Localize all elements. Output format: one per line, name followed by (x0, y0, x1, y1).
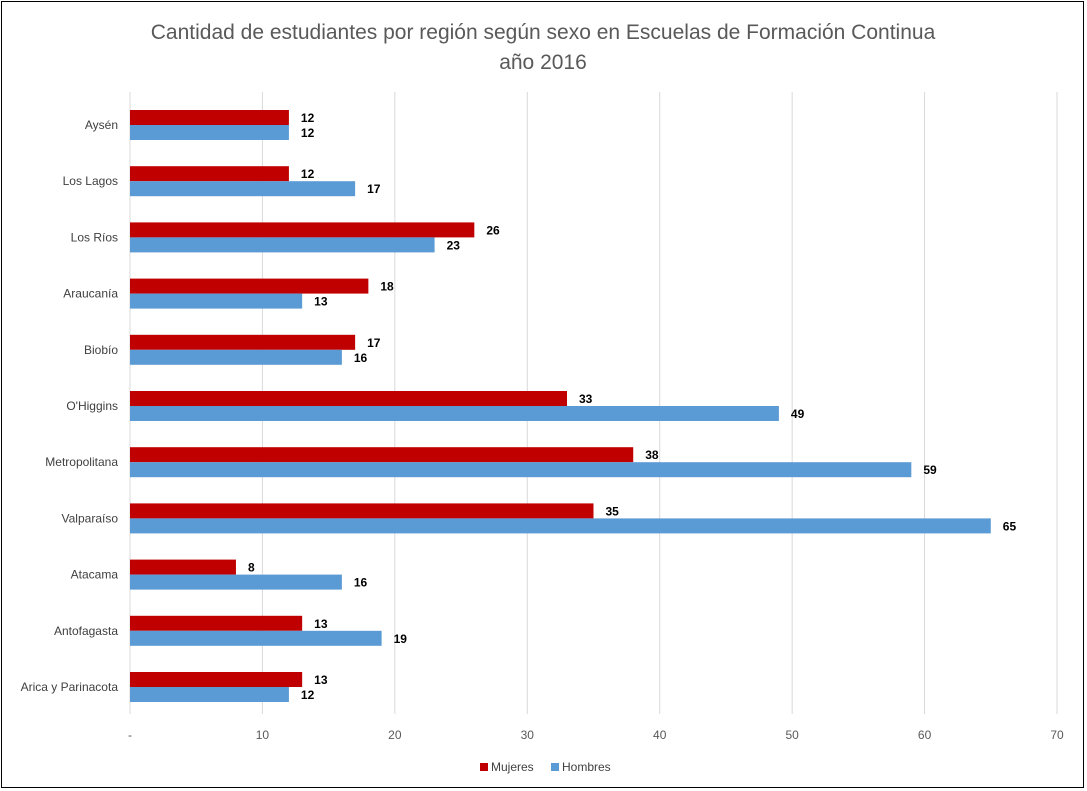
bar-mujeres (130, 559, 236, 575)
bar-mujeres (130, 278, 369, 294)
bar-hombres (130, 687, 289, 702)
x-axis-ticks: - 10 20 30 40 50 60 70 (128, 728, 1064, 742)
data-label: 18 (380, 280, 394, 294)
legend-label: Hombres (562, 760, 611, 774)
bar-mujeres (130, 503, 594, 519)
data-label: 59 (923, 463, 937, 477)
bar-mujeres (130, 110, 289, 125)
data-label: 23 (447, 238, 461, 252)
bar-hombres (130, 574, 342, 590)
x-tick-label: - (128, 728, 132, 742)
chart-title-line-2: año 2016 (499, 51, 587, 74)
y-category-label: Arica y Parinacota (21, 680, 119, 694)
x-tick-label: 10 (256, 728, 270, 742)
y-category-label: Atacama (71, 568, 119, 582)
data-label: 65 (1003, 519, 1017, 533)
y-category-label: Los Ríos (71, 230, 118, 244)
bar-hombres (130, 237, 435, 253)
bar-hombres (130, 181, 356, 197)
y-category-label: Araucanía (63, 287, 118, 301)
bar-hombres (130, 518, 991, 534)
bars: 1212121726231813171633493859356581613191… (130, 110, 1016, 702)
data-label: 12 (301, 111, 315, 125)
y-category-label: O'Higgins (66, 399, 118, 413)
bar-mujeres (130, 391, 568, 406)
bar-mujeres (130, 447, 634, 463)
data-label: 49 (791, 407, 805, 421)
y-category-label: Los Lagos (63, 174, 118, 188)
x-tick-label: 40 (653, 728, 667, 742)
x-tick-label: 50 (785, 728, 799, 742)
data-label: 16 (354, 576, 368, 590)
bar-hombres (130, 630, 382, 646)
data-label: 12 (301, 167, 315, 181)
x-tick-label: 20 (388, 728, 402, 742)
bar-mujeres (130, 166, 289, 182)
bar-mujeres (130, 334, 356, 350)
x-tick-label: 60 (918, 728, 932, 742)
data-label: 26 (486, 223, 500, 237)
bar-mujeres (130, 615, 303, 631)
bar-hombres (130, 349, 342, 365)
legend: Mujeres Hombres (480, 760, 611, 774)
data-label: 13 (314, 617, 328, 631)
data-label: 38 (645, 448, 659, 462)
legend-label: Mujeres (491, 760, 534, 774)
y-axis-categories: Aysén Los Lagos Los Ríos Araucanía Biobío O'H… (21, 118, 119, 694)
chart-title-line-1: Cantidad de estudiantes por región según… (151, 21, 936, 44)
y-category-label: Valparaíso (62, 511, 119, 525)
bar-mujeres (130, 672, 303, 687)
legend-swatch-mujeres (480, 763, 488, 771)
data-label: 12 (301, 688, 315, 702)
y-category-label: Antofagasta (54, 624, 118, 638)
x-tick-label: 30 (521, 728, 535, 742)
data-label: 13 (314, 295, 328, 309)
data-label: 17 (367, 182, 381, 196)
bar-mujeres (130, 222, 475, 238)
data-label: 35 (606, 504, 620, 518)
data-label: 19 (394, 632, 408, 646)
y-category-label: Biobío (84, 343, 118, 357)
data-label: 16 (354, 351, 368, 365)
bar-hombres (130, 406, 779, 421)
data-label: 8 (248, 561, 255, 575)
data-label: 17 (367, 336, 381, 350)
y-category-label: Aysén (85, 118, 118, 132)
data-label: 33 (579, 392, 593, 406)
x-tick-label: 70 (1050, 728, 1064, 742)
data-label: 13 (314, 673, 328, 687)
data-label: 12 (301, 126, 315, 140)
bar-hombres (130, 462, 912, 478)
bar-hombres (130, 125, 289, 140)
y-category-label: Metropolitana (45, 455, 118, 469)
bar-hombres (130, 293, 303, 309)
legend-swatch-hombres (551, 763, 559, 771)
